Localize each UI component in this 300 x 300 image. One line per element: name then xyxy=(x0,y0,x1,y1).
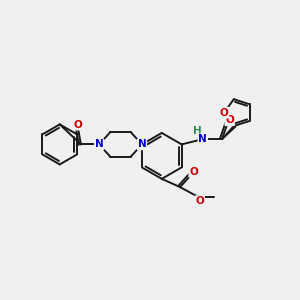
Text: O: O xyxy=(189,167,198,177)
Text: O: O xyxy=(225,115,234,125)
Text: H: H xyxy=(193,126,202,136)
Text: O: O xyxy=(220,108,228,118)
Text: O: O xyxy=(74,120,82,130)
Text: N: N xyxy=(199,134,207,144)
Text: O: O xyxy=(195,196,204,206)
Text: N: N xyxy=(137,140,146,149)
Text: N: N xyxy=(95,140,103,149)
